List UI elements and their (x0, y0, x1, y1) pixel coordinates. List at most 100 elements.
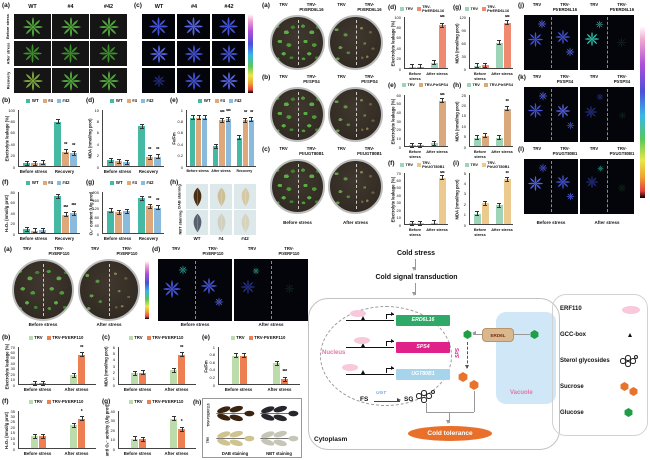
y-tick-label: 10 (110, 437, 115, 442)
error-bar (505, 20, 509, 25)
panel-a-plant-photos: (a) WT #4 #42 Before stress After stress… (2, 2, 130, 95)
legend-label-erf110: ERF110 (560, 306, 582, 312)
row-label-erf110: TRV-PtrERF110 (206, 403, 211, 427)
header-trv: TRV (589, 74, 599, 79)
chart-legend: WT #4 #42 (98, 98, 166, 103)
x-category-label: Before stress (408, 70, 422, 81)
y-tick-label: 2 (96, 153, 99, 159)
legend-item: WT (26, 180, 39, 185)
bar (146, 157, 153, 166)
legend-item: TRV-PtrERF110 (146, 399, 183, 404)
fluor-photo (177, 41, 210, 66)
panel-label: (e) (202, 334, 210, 341)
plot-area: ** ** (102, 110, 164, 167)
chart-legend: TRV TRV-PtrERD6L16 (465, 5, 515, 13)
chart-legend: TRV TRV-PtrERF110 (114, 335, 198, 340)
error-bar (497, 135, 501, 141)
bar (107, 210, 114, 233)
header-kd: TRV- PtrSPS4 (361, 74, 378, 85)
significance-label: *** (282, 369, 287, 376)
gcc-box-icon (361, 315, 365, 320)
legend-item: WT (110, 180, 123, 185)
panel-label: (e) (388, 82, 396, 89)
y-tick-label: 120 (92, 206, 99, 212)
gene-line (346, 320, 394, 321)
row-label-recovery: Recovery (5, 71, 10, 90)
error-bar (147, 203, 152, 209)
bar (430, 62, 438, 68)
y-tick-label: 0.8 (177, 118, 183, 124)
y-tick-label: 50 (396, 101, 401, 107)
error-bar (116, 209, 121, 215)
legend-item: TRV-PtrERF110 (46, 335, 83, 340)
y-tick-label: 20 (396, 56, 401, 62)
error-bar (410, 142, 414, 148)
bar (170, 370, 177, 384)
legend-box (552, 294, 648, 436)
chart-el-erd6l16: (d) TRV TRV-PtrERD6L16 Electrolyte leakage … (388, 4, 450, 81)
x-category-label: After stress (64, 450, 89, 456)
y-tick-label: 4 (96, 141, 99, 147)
chart-legend: TRV TRV-PtrUGT80B1 (465, 161, 515, 169)
error-bar (483, 133, 487, 139)
bar (154, 156, 161, 166)
panel-h-staining: (h) DAB staining NBT staining WT #4 #42 (170, 179, 258, 243)
legend-item: TRV-PtrUGT80B1 (482, 161, 515, 169)
error-bar (132, 436, 137, 441)
fluor-photo (212, 41, 245, 66)
header-kd: TRV- PtrERD6L16 (609, 2, 635, 13)
row-label-before-stress: Before stress (5, 14, 10, 39)
error-bar (213, 143, 218, 149)
gene-line (346, 347, 394, 348)
bar (473, 213, 481, 224)
stained-leaf (234, 210, 256, 235)
chart-legend: WT #4 #42 (98, 180, 166, 185)
panel-label: (f) (2, 398, 9, 405)
legend-item: TRV (128, 335, 143, 340)
vacuole-shape (496, 312, 556, 404)
x-category-label: Before stress (123, 386, 152, 392)
glucose-icon (463, 330, 472, 339)
cold-tolerance-badge: Cold tolerance (408, 426, 492, 441)
bar (273, 363, 280, 384)
error-bar (432, 140, 436, 146)
panel-label: (g) (102, 398, 111, 405)
fluor-photo (142, 14, 175, 39)
condition-label-after: After stress (594, 220, 620, 225)
y-tick-label: 0 (398, 144, 401, 150)
y-tick-label: 60 (10, 130, 15, 136)
error-bar (410, 220, 414, 226)
y-tick-label: 20 (396, 207, 401, 213)
chart-legend: TRV TRV-PtrERF110 (14, 399, 98, 404)
header-kd: TRV- PtrERD6L16 (552, 2, 578, 13)
y-tick-label: 30 (10, 413, 15, 419)
y-tick-label: 40 (10, 141, 15, 147)
error-bar (497, 40, 501, 46)
bar (503, 179, 511, 224)
plot-area: ** ** (102, 192, 164, 234)
glucose-icon (530, 330, 539, 339)
header-trv: TRV (589, 146, 599, 151)
y-tick-label: 80 (94, 214, 99, 220)
plant-photo (14, 14, 51, 39)
significance-label: *** (63, 204, 68, 211)
header-trv: TRV (337, 74, 346, 79)
bar (62, 151, 69, 166)
y-tick-label: 0 (180, 164, 183, 170)
fs-label: FS (360, 396, 369, 403)
error-bar (24, 226, 29, 232)
legend-label-sterol: Sterol glycosides (560, 358, 610, 364)
condition-label-before: Before stress (536, 220, 566, 225)
cold-stress-label: Cold stress (396, 250, 436, 257)
panel-label: (c) (102, 334, 110, 341)
header-kd: TRV- PtrSPS4 (303, 74, 320, 85)
header-trv: TRV (532, 2, 542, 7)
promoter-arrow-icon (386, 365, 394, 373)
legend-item: TRV (465, 5, 478, 13)
plot-area: * (18, 409, 96, 449)
y-tick-label: 5 (463, 134, 466, 140)
significance-label: ** (72, 143, 75, 150)
connector-line (426, 412, 474, 413)
bar (236, 137, 242, 166)
ugt-label: UGT (376, 391, 387, 396)
